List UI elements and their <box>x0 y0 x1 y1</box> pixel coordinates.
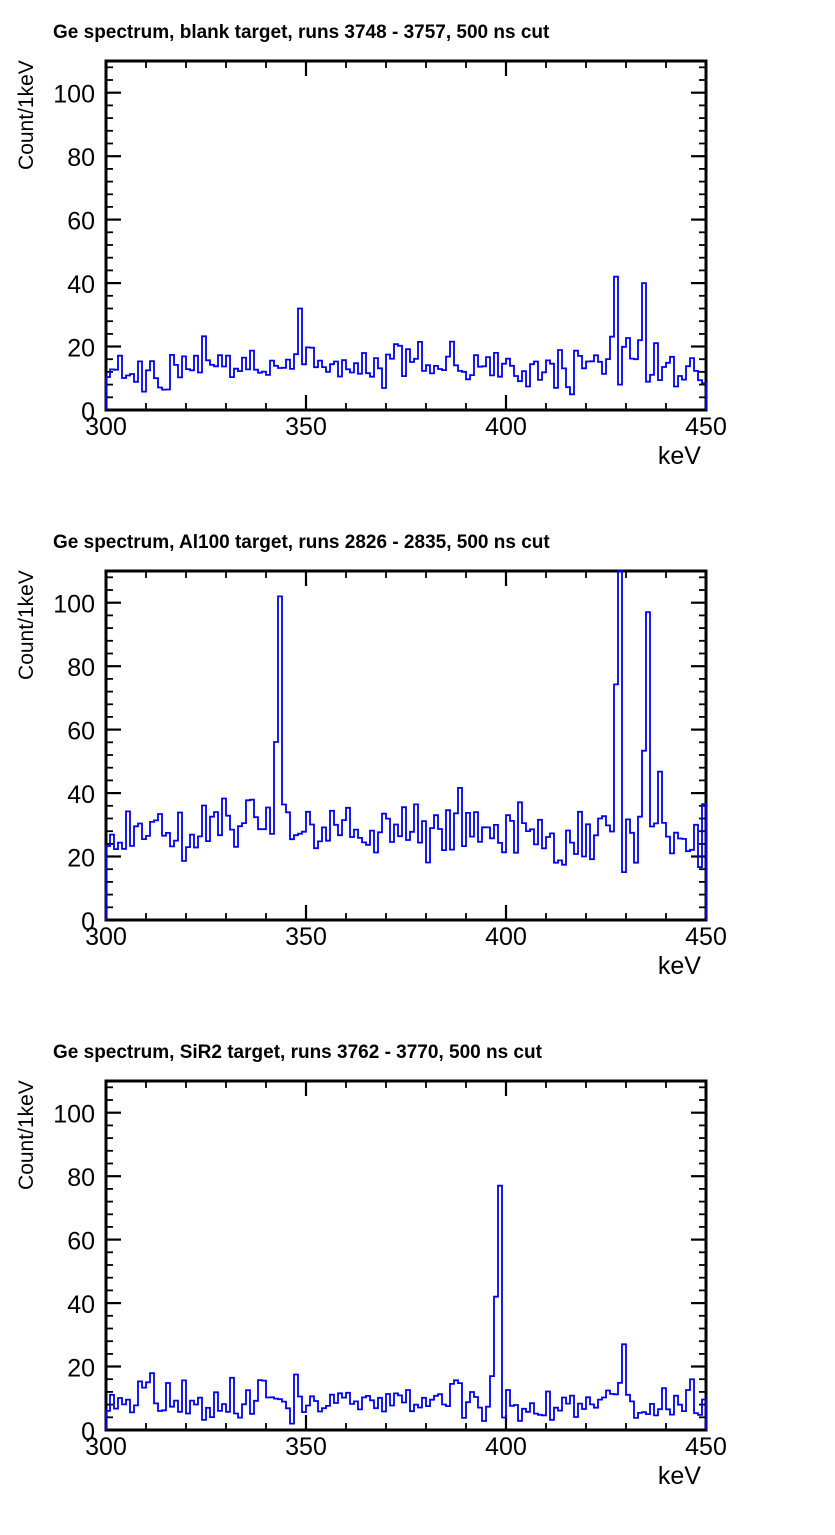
svg-text:100: 100 <box>53 591 95 619</box>
svg-text:keV: keV <box>658 1462 701 1490</box>
svg-text:100: 100 <box>53 1101 95 1129</box>
svg-text:400: 400 <box>485 1433 527 1461</box>
svg-text:40: 40 <box>67 271 95 299</box>
svg-text:400: 400 <box>485 923 527 951</box>
svg-text:keV: keV <box>658 952 701 980</box>
svg-text:60: 60 <box>67 1228 95 1256</box>
svg-text:40: 40 <box>67 1291 95 1319</box>
svg-text:300: 300 <box>85 413 127 441</box>
svg-text:450: 450 <box>685 923 727 951</box>
svg-text:350: 350 <box>285 1433 327 1461</box>
svg-text:Count/1keV: Count/1keV <box>15 60 38 170</box>
svg-text:60: 60 <box>67 718 95 746</box>
svg-text:300: 300 <box>85 923 127 951</box>
svg-text:350: 350 <box>285 923 327 951</box>
svg-text:keV: keV <box>658 442 701 470</box>
svg-text:350: 350 <box>285 413 327 441</box>
svg-text:Ge spectrum, SiR2 target, runs: Ge spectrum, SiR2 target, runs 3762 - 37… <box>53 1042 543 1063</box>
svg-text:450: 450 <box>685 413 727 441</box>
svg-text:Ge spectrum, blank target, run: Ge spectrum, blank target, runs 3748 - 3… <box>53 22 550 43</box>
svg-text:Count/1keV: Count/1keV <box>15 1080 38 1190</box>
svg-text:20: 20 <box>67 1355 95 1383</box>
svg-text:100: 100 <box>53 81 95 109</box>
svg-text:400: 400 <box>485 413 527 441</box>
svg-text:80: 80 <box>67 654 95 682</box>
svg-text:60: 60 <box>67 208 95 236</box>
svg-text:40: 40 <box>67 781 95 809</box>
svg-text:300: 300 <box>85 1433 127 1461</box>
svg-text:80: 80 <box>67 144 95 172</box>
svg-text:20: 20 <box>67 845 95 873</box>
svg-text:80: 80 <box>67 1164 95 1192</box>
svg-text:Ge spectrum, Al100 target, run: Ge spectrum, Al100 target, runs 2826 - 2… <box>53 532 550 553</box>
svg-text:Count/1keV: Count/1keV <box>15 570 38 680</box>
svg-text:20: 20 <box>67 335 95 363</box>
svg-text:450: 450 <box>685 1433 727 1461</box>
